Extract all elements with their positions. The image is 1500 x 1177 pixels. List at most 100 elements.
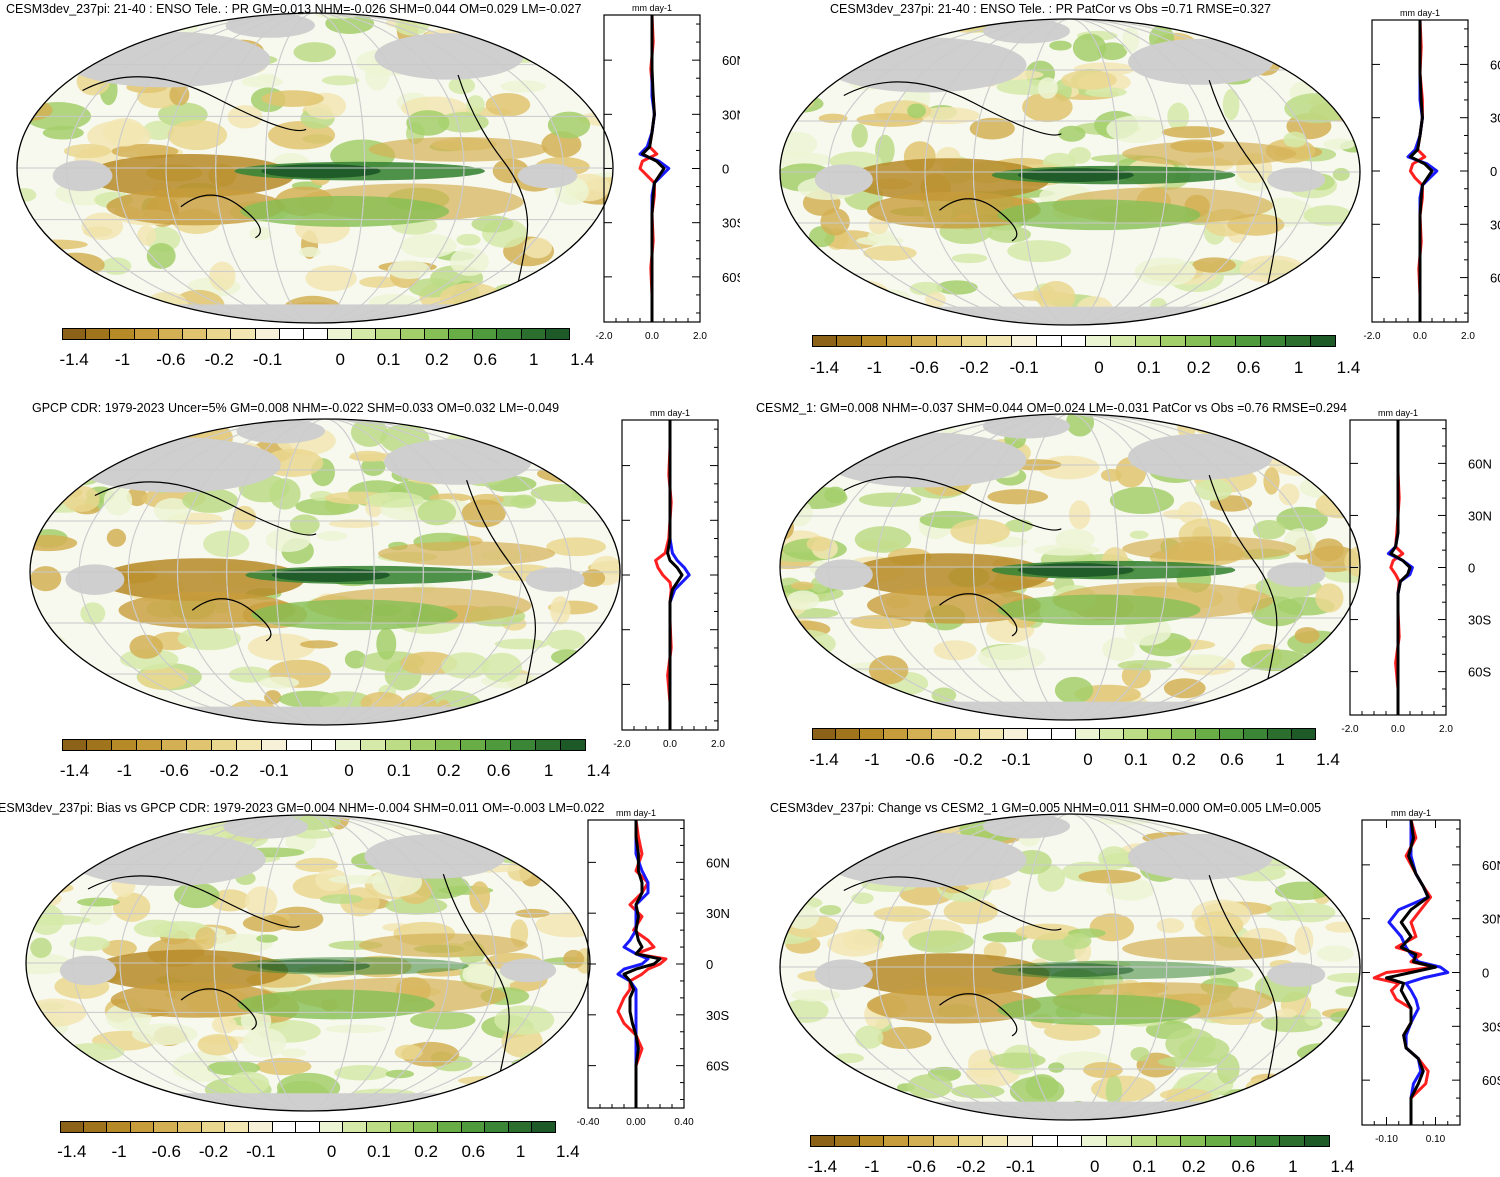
colorbar-label: -1 bbox=[864, 750, 880, 769]
zonal-lat-label: 0 bbox=[722, 162, 729, 177]
colorbar-label: 0.6 bbox=[486, 761, 511, 780]
zonal-lat-label: 0 bbox=[706, 957, 713, 972]
zonal-x-tick-label: 0.00 bbox=[626, 1117, 646, 1128]
colorbar-swatch bbox=[1261, 335, 1287, 347]
colorbar-swatch bbox=[461, 1121, 486, 1133]
zonal-x-tick-label: 0.0 bbox=[1413, 331, 1427, 342]
colorbar-label: 0.1 bbox=[387, 761, 411, 780]
colorbar-swatch bbox=[1008, 1135, 1033, 1147]
colorbar-swatch bbox=[1280, 1135, 1306, 1147]
colorbar-swatch bbox=[1131, 1135, 1157, 1147]
colorbar-swatch bbox=[182, 328, 208, 340]
colorbar-label: -1 bbox=[114, 350, 131, 369]
zonal-lat-label: 60S bbox=[722, 270, 740, 285]
colorbar-swatch bbox=[956, 728, 980, 740]
colorbar-label: -0.2 bbox=[198, 1142, 229, 1161]
colorbar-label: -0.6 bbox=[909, 358, 939, 377]
colorbar-swatch bbox=[386, 739, 412, 751]
panel-bias-gpcp: ESM3dev_237pi: Bias vs GPCP CDR: 1979-20… bbox=[0, 795, 740, 1170]
zonal-units-label: mm day-1 bbox=[1400, 8, 1440, 18]
colorbar-swatch bbox=[400, 328, 425, 340]
zonal-mean-plot: mm day-1 -2.0 0.0 2.0 60N 30N 0 30S 60S bbox=[1341, 408, 1492, 735]
zonal-lat-label: 30 bbox=[1490, 111, 1500, 126]
colorbar-swatch bbox=[1236, 335, 1262, 347]
colorbar-label: 1 bbox=[515, 1142, 526, 1161]
colorbar-swatch bbox=[1076, 728, 1100, 740]
colorbar-swatch bbox=[414, 1121, 438, 1133]
zonal-mean-plot: mm day-1 -0.10 0.10 60N 30N 0 30S 60S bbox=[1361, 808, 1500, 1145]
colorbar-swatch bbox=[311, 739, 337, 751]
zonal-lat-label: 30 bbox=[1490, 217, 1500, 232]
zonal-lat-label: 60 bbox=[1490, 271, 1500, 286]
zonal-lat-label: 30S bbox=[1482, 1019, 1500, 1034]
colorbar-label: -0.2 bbox=[953, 750, 983, 769]
panel-title: CESM2_1: GM=0.008 NHM=-0.037 SHM=0.044 O… bbox=[756, 401, 1347, 415]
colorbar-swatch bbox=[319, 1121, 344, 1133]
world-map bbox=[779, 413, 1361, 721]
colorbar-swatch bbox=[62, 739, 87, 751]
colorbar-swatch bbox=[1052, 728, 1076, 740]
colorbar-swatch bbox=[860, 728, 884, 740]
colorbar-label: 0.6 bbox=[1236, 358, 1261, 377]
zonal-lat-label: 30N bbox=[722, 107, 740, 122]
colorbar-label: -0.1 bbox=[1001, 750, 1031, 769]
colorbar-label: -0.6 bbox=[906, 1157, 937, 1176]
world-map bbox=[29, 418, 621, 726]
zonal-x-tick-label: -2.0 bbox=[1363, 331, 1381, 342]
zonal-x-tick-label: 2.0 bbox=[693, 331, 707, 342]
colorbar-label: 0.1 bbox=[376, 350, 401, 369]
colorbar-swatch bbox=[486, 739, 512, 751]
zonal-lat-label: 60N bbox=[722, 53, 740, 68]
zonal-lat-label: 30S bbox=[1468, 613, 1491, 628]
colorbar-swatch bbox=[449, 328, 474, 340]
colorbar-swatch bbox=[1161, 335, 1187, 347]
colorbar-swatch bbox=[154, 1121, 179, 1133]
colorbar-label: -1 bbox=[116, 761, 132, 780]
colorbar-label: 0.2 bbox=[1172, 750, 1196, 769]
colorbar-label: -1 bbox=[866, 358, 882, 377]
colorbar-label: -0.2 bbox=[204, 350, 234, 369]
colorbar-swatch bbox=[836, 728, 860, 740]
colorbar-label: 0.1 bbox=[1124, 750, 1148, 769]
zonal-x-tick-label: 2.0 bbox=[1461, 331, 1475, 342]
colorbar-swatch bbox=[961, 335, 987, 347]
colorbar-label: -1.4 bbox=[807, 1157, 838, 1176]
colorbar-label: -0.1 bbox=[246, 1142, 276, 1161]
zonal-mean-plot: mm day-1 -2.0 0.0 2.0 60 30 0 30 60 bbox=[1363, 8, 1500, 342]
colorbar-label: -0.1 bbox=[1005, 1157, 1036, 1176]
colorbar-swatch bbox=[86, 739, 112, 751]
colorbar-label: 1.4 bbox=[1336, 358, 1361, 377]
colorbar-swatch bbox=[461, 739, 487, 751]
colorbar-swatch bbox=[1036, 335, 1062, 347]
colorbar-label: 1.4 bbox=[586, 761, 611, 780]
panel-title: CESM3dev_237pi: 21-40 : ENSO Tele. : PR … bbox=[830, 2, 1271, 16]
zonal-lat-label: 0 bbox=[1468, 561, 1475, 576]
colorbar-swatch bbox=[812, 728, 836, 740]
colorbar-label: 0.2 bbox=[1186, 358, 1211, 377]
zonal-x-tick-label: 0.10 bbox=[1426, 1134, 1446, 1145]
colorbar-swatch bbox=[1136, 335, 1162, 347]
colorbar-label: 0.6 bbox=[473, 350, 498, 369]
colorbar-label: -0.1 bbox=[1009, 358, 1039, 377]
colorbar-label: -1 bbox=[864, 1157, 880, 1176]
zonal-lat-label: 30N bbox=[706, 906, 730, 921]
colorbar-label: 0 bbox=[326, 1142, 337, 1161]
zonal-x-tick-label: 2.0 bbox=[1439, 724, 1453, 735]
zonal-units-label: mm day-1 bbox=[1378, 408, 1418, 418]
colorbar-swatch bbox=[296, 1121, 320, 1133]
colorbar-swatch bbox=[261, 739, 287, 751]
colorbar-swatch bbox=[248, 1121, 273, 1133]
colorbar-label: -1 bbox=[111, 1142, 127, 1161]
colorbar-swatch bbox=[328, 328, 353, 340]
colorbar-label: 1.4 bbox=[1330, 1157, 1355, 1176]
world-map bbox=[779, 18, 1361, 326]
zonal-x-tick-label: -0.10 bbox=[1375, 1134, 1398, 1145]
colorbar-swatch bbox=[1156, 1135, 1182, 1147]
zonal-x-tick-label: -2.0 bbox=[1341, 724, 1359, 735]
colorbar-swatch bbox=[1311, 335, 1336, 347]
zonal-lat-label: 60N bbox=[1468, 456, 1492, 471]
colorbar-label: -1.4 bbox=[59, 761, 90, 780]
zonal-lat-label: 0 bbox=[1490, 164, 1497, 179]
colorbar-swatch bbox=[186, 739, 212, 751]
colorbar-label: 0.1 bbox=[1137, 358, 1161, 377]
